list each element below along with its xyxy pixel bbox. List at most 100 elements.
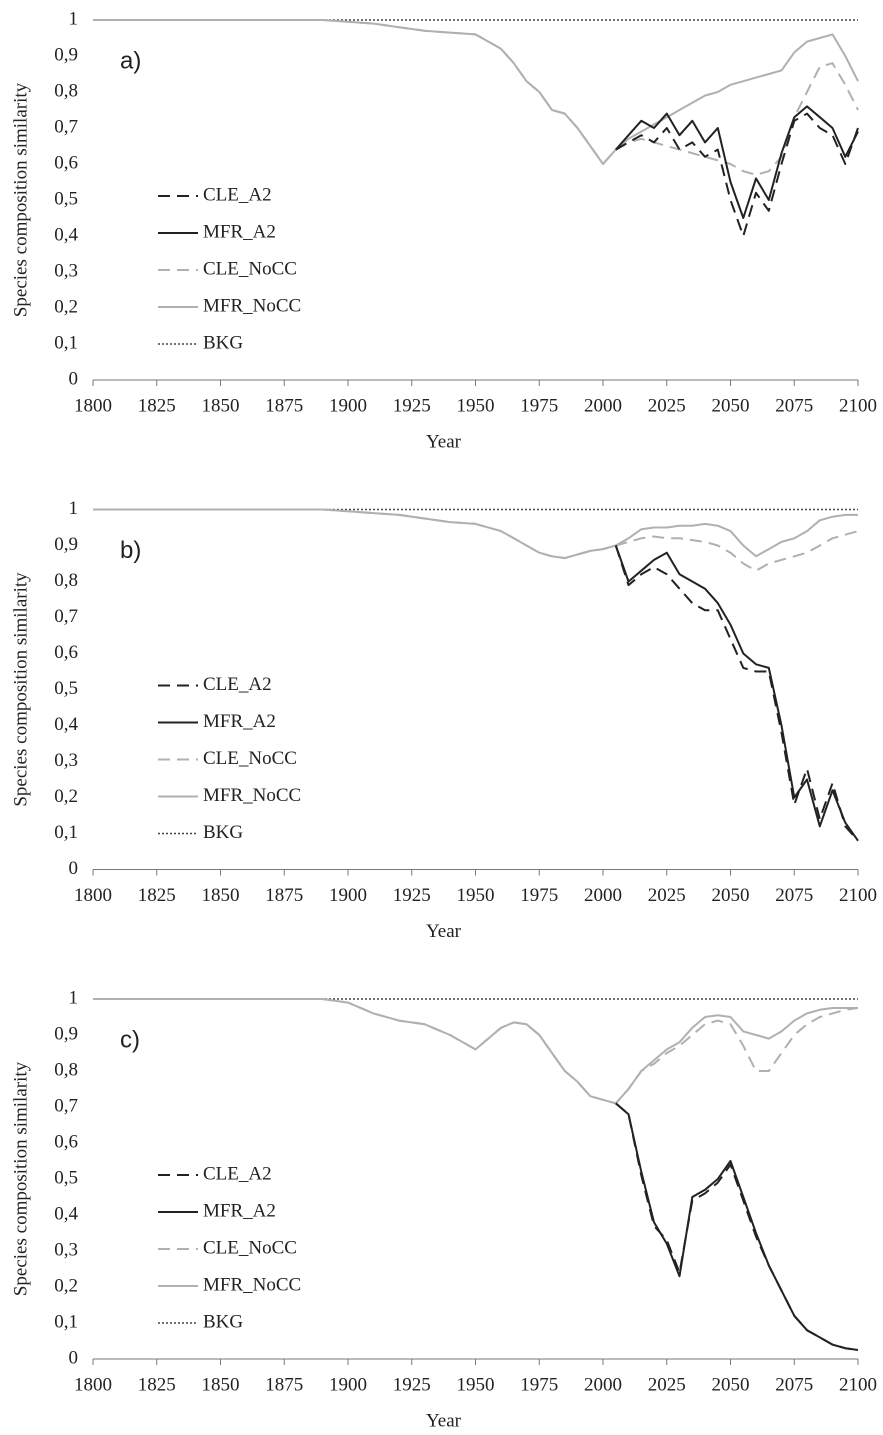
y-tick-label: 0,5 [54,678,78,699]
series-line [614,545,859,842]
legend-label: MFR_NoCC [203,785,301,806]
chart-panel: 0 0,1 0,2 0,3 0,4 0,5 0,6 0,7 0,8 0,9 1 1800 1825 185… [10,987,877,1431]
x-tick-label: 1875 [265,395,303,416]
y-tick-label: 0,8 [54,1059,78,1080]
x-tick-label: 1900 [329,885,367,906]
y-tick-label: 0 [69,1347,79,1368]
y-tick-label: 0,2 [54,1275,78,1296]
y-tick-label: 1 [69,8,79,29]
x-tick-label: 2025 [648,885,686,906]
x-tick-label: 2075 [775,395,813,416]
y-axis-title: Species composition similarity [10,572,31,807]
legend-label: BKG [203,332,243,353]
y-tick-label: 0,4 [54,1203,78,1224]
x-tick-label: 2100 [839,1374,877,1395]
chart-panel: 0 0,1 0,2 0,3 0,4 0,5 0,6 0,7 0,8 0,9 1 1800 1825 185… [10,8,877,452]
y-tick-label: 0,4 [54,714,78,735]
x-tick-label: 2000 [584,885,622,906]
legend-label: MFR_A2 [203,221,276,242]
x-tick-label: 2075 [775,1374,813,1395]
y-tick-label: 0,2 [54,296,78,317]
chart-panel: 0 0,1 0,2 0,3 0,4 0,5 0,6 0,7 0,8 0,9 1 1800 1825 185… [10,498,877,942]
y-tick-label: 0,9 [54,1023,78,1044]
y-tick-label: 0,6 [54,1131,78,1152]
y-tick-label: 0,3 [54,260,78,281]
y-tick-label: 1 [69,498,79,519]
x-tick-label: 1900 [329,395,367,416]
y-tick-label: 0,3 [54,1239,78,1260]
x-tick-label: 1950 [457,885,495,906]
series-line [615,1102,859,1351]
x-tick-label: 1925 [393,1374,431,1395]
legend-label: CLE_NoCC [203,258,297,279]
y-tick-label: 0,3 [54,750,78,771]
y-tick-label: 0 [69,858,79,879]
y-tick-label: 0,9 [54,44,78,65]
y-tick-label: 0,2 [54,786,78,807]
x-tick-label: 2050 [712,885,750,906]
series-line [614,545,859,842]
legend-label: CLE_NoCC [203,1237,297,1258]
series-line [93,998,858,1105]
x-tick-label: 1850 [202,1374,240,1395]
panel-label: b) [120,537,141,564]
y-tick-label: 0,6 [54,152,78,173]
x-tick-label: 1950 [457,1374,495,1395]
series-line [615,105,859,219]
series-line [93,19,859,176]
panel-label: c) [120,1026,140,1053]
x-tick-label: 1800 [74,885,112,906]
y-tick-label: 0,1 [54,822,78,843]
y-tick-label: 0,5 [54,1167,78,1188]
panel-label: a) [120,47,141,74]
x-tick-label: 1875 [265,885,303,906]
x-tick-label: 1925 [393,395,431,416]
series-line [93,508,859,572]
x-axis-title: Year [426,431,462,452]
y-tick-label: 0,8 [54,80,78,101]
x-tick-label: 2100 [839,395,877,416]
x-tick-label: 2000 [584,1374,622,1395]
x-tick-label: 1825 [138,885,176,906]
x-tick-label: 2050 [712,395,750,416]
series-line [615,112,859,237]
x-tick-label: 2000 [584,395,622,416]
y-tick-label: 0,7 [54,116,78,137]
x-tick-label: 1950 [457,395,495,416]
y-axis-title: Species composition similarity [10,82,31,317]
x-tick-label: 2050 [712,1374,750,1395]
x-tick-label: 1800 [74,1374,112,1395]
x-tick-label: 1825 [138,1374,176,1395]
legend-label: MFR_NoCC [203,295,301,316]
x-tick-label: 2025 [648,395,686,416]
y-tick-label: 1 [69,987,79,1008]
x-tick-label: 1975 [520,395,558,416]
legend-label: MFR_A2 [203,711,276,732]
legend-label: CLE_A2 [203,674,272,695]
x-axis-title: Year [426,1410,462,1431]
y-tick-label: 0,7 [54,606,78,627]
x-tick-label: 1850 [202,885,240,906]
y-tick-label: 0,7 [54,1095,78,1116]
legend-label: CLE_NoCC [203,748,297,769]
x-tick-label: 2025 [648,1374,686,1395]
x-tick-label: 1975 [520,1374,558,1395]
x-tick-label: 1925 [393,885,431,906]
series-line [615,1102,859,1351]
legend-label: MFR_A2 [203,1200,276,1221]
y-tick-label: 0,5 [54,188,78,209]
legend-label: BKG [203,1311,243,1332]
x-tick-label: 1850 [202,395,240,416]
legend-label: MFR_NoCC [203,1274,301,1295]
y-axis-title: Species composition similarity [10,1061,31,1296]
y-tick-label: 0,4 [54,224,78,245]
x-axis-title: Year [426,921,462,942]
legend-label: CLE_A2 [203,1163,272,1184]
y-tick-label: 0,8 [54,570,78,591]
x-tick-label: 1975 [520,885,558,906]
series-line [93,998,859,1105]
x-tick-label: 1875 [265,1374,303,1395]
legend-label: BKG [203,822,243,843]
y-tick-label: 0,6 [54,642,78,663]
